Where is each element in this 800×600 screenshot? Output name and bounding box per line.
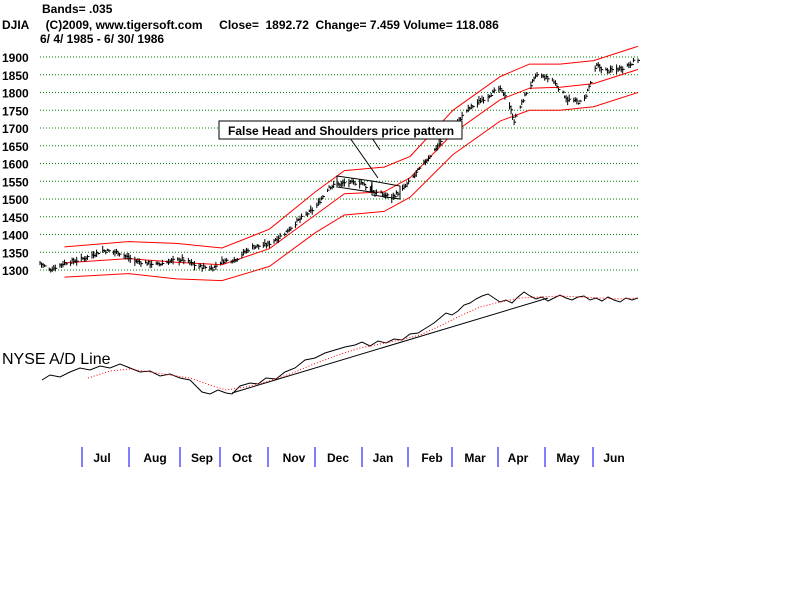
y-tick-label: 1800 bbox=[2, 87, 29, 101]
gridlines bbox=[40, 56, 638, 271]
ad-line-panel bbox=[41, 291, 639, 395]
y-tick-label: 1400 bbox=[2, 229, 29, 243]
month-label-jul: Jul bbox=[93, 451, 110, 465]
pattern-outline bbox=[336, 137, 401, 200]
month-label-jun: Jun bbox=[603, 451, 624, 465]
ad-trendline bbox=[231, 297, 549, 394]
y-tick-label: 1300 bbox=[2, 264, 29, 278]
annotation-box bbox=[218, 120, 463, 140]
date-range: 6/ 4/ 1985 - 6/ 30/ 1986 bbox=[40, 32, 164, 46]
month-label-sep: Sep bbox=[191, 451, 213, 465]
month-label-oct: Oct bbox=[232, 451, 252, 465]
middle-band bbox=[64, 68, 639, 266]
upper-band bbox=[64, 45, 639, 249]
month-axis: Jul Aug Sep Oct Nov Dec Jan Feb Mar Apr May Jun bbox=[81, 447, 625, 467]
y-tick-label: 1450 bbox=[2, 211, 29, 225]
annotation-text: False Head and Shoulders price pattern bbox=[228, 124, 454, 138]
lower-band bbox=[64, 92, 639, 282]
y-tick-label: 1750 bbox=[2, 104, 29, 118]
y-tick-label: 1900 bbox=[2, 51, 29, 65]
month-label-apr: Apr bbox=[508, 451, 529, 465]
y-tick-label: 1600 bbox=[2, 158, 29, 172]
price-bars bbox=[39, 57, 640, 273]
annotation-pointer-2 bbox=[371, 137, 381, 151]
month-label-dec: Dec bbox=[327, 451, 349, 465]
left-shoulder-box bbox=[336, 175, 373, 193]
month-label-aug: Aug bbox=[143, 451, 166, 465]
y-tick-label: 1350 bbox=[2, 246, 29, 260]
month-label-feb: Feb bbox=[421, 451, 442, 465]
ad-line bbox=[41, 291, 639, 395]
bands-label: Bands= .035 bbox=[42, 2, 113, 16]
right-shoulder-box bbox=[371, 180, 401, 200]
y-axis-labels: 1300 1350 1400 1450 1500 1550 1600 1650 1700 1750… bbox=[2, 51, 29, 278]
month-label-jan: Jan bbox=[373, 451, 394, 465]
ad-line-label: NYSE A/D Line bbox=[2, 351, 111, 368]
month-label-nov: Nov bbox=[283, 451, 306, 465]
y-tick-label: 1500 bbox=[2, 193, 29, 207]
month-label-may: May bbox=[556, 451, 580, 465]
y-tick-label: 1700 bbox=[2, 122, 29, 136]
annotation-pointer bbox=[349, 137, 379, 179]
header-line: DJIA (C)2009, www.tigersoft.com Close= 1… bbox=[2, 18, 499, 32]
month-label-mar: Mar bbox=[464, 451, 486, 465]
ad-moving-average bbox=[87, 295, 639, 391]
y-tick-label: 1650 bbox=[2, 140, 29, 154]
y-tick-label: 1850 bbox=[2, 69, 29, 83]
y-tick-label: 1550 bbox=[2, 175, 29, 189]
